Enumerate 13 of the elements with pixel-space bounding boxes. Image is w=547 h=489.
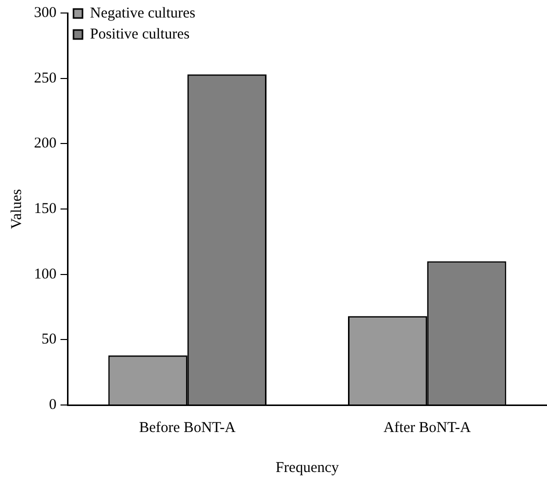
x-axis-title: Frequency [276, 460, 340, 476]
x-tick-label: Before BoNT-A [139, 420, 236, 436]
y-tick-label: 50 [42, 332, 56, 348]
y-tick-label: 250 [34, 70, 56, 86]
y-axis-title: Values [8, 188, 25, 229]
y-tick-label: 0 [49, 396, 56, 413]
y-tick-label: 200 [34, 136, 56, 152]
y-tick-label: 100 [34, 266, 56, 282]
legend-label: Positive cultures [90, 26, 190, 42]
legend-label: Negative cultures [90, 5, 196, 22]
x-tick-label: After BoNT-A [383, 420, 471, 436]
y-tick-label: 300 [34, 4, 56, 21]
y-tick-label: 150 [34, 200, 56, 217]
